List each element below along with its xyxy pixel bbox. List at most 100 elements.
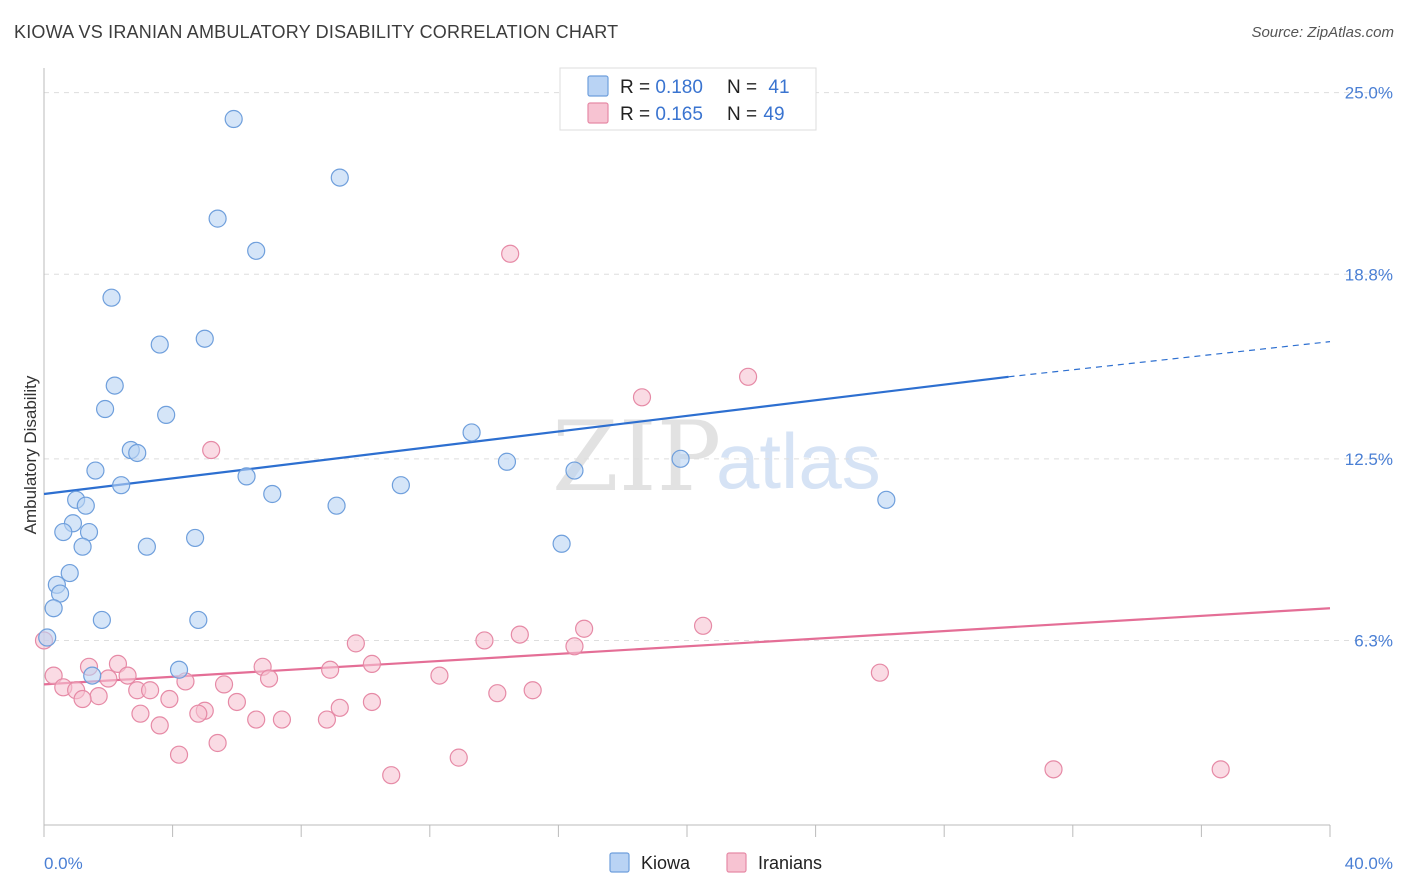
kiowa-trend-extension (1008, 341, 1331, 378)
iranians-points (34, 244, 1230, 785)
kiowa-point (391, 476, 410, 495)
legend-kiowa-r-label: R = (620, 77, 655, 98)
bottom-legend-iranians-swatch (726, 852, 747, 873)
svg-text:R = 0.165: R = 0.165 (620, 104, 703, 125)
legend-iranians-swatch (587, 102, 609, 124)
legend-kiowa-n-label: N = (727, 77, 762, 98)
iranians-point (565, 637, 584, 656)
iranians-point (73, 689, 92, 709)
iranians-point (346, 634, 365, 653)
kiowa-point (102, 288, 121, 307)
kiowa-points (38, 109, 896, 685)
kiowa-point (105, 376, 124, 395)
kiowa-point (128, 443, 147, 463)
iranians-point (89, 687, 108, 706)
bottom-legend-kiowa-swatch (609, 852, 630, 873)
legend-iranians-n-label: N = (727, 104, 762, 125)
kiowa-point (54, 522, 73, 542)
y-axis-label: Ambulatory Disability (21, 375, 40, 534)
iranians-point (870, 663, 890, 682)
iranians-point (131, 704, 150, 723)
kiowa-point (208, 209, 227, 228)
iranians-point (575, 619, 594, 638)
iranians-point (317, 710, 337, 729)
svg-text:N = 49: N = 49 (727, 104, 785, 125)
iranians-point (510, 625, 529, 644)
kiowa-point (877, 490, 896, 509)
iranians-point (475, 631, 494, 650)
source-label: Source: ZipAtlas.com (1251, 24, 1394, 41)
kiowa-point (462, 423, 481, 442)
kiowa-point (497, 452, 517, 471)
iranians-point (189, 704, 208, 723)
iranians-point (501, 244, 520, 263)
kiowa-point (137, 537, 156, 556)
kiowa-point (86, 461, 105, 480)
iranians-point (738, 367, 758, 386)
kiowa-point (552, 534, 571, 553)
legend-iranians-n-value: 49 (763, 104, 784, 125)
legend-kiowa-n-value: 41 (768, 77, 789, 98)
legend-kiowa-swatch (587, 75, 609, 97)
kiowa-point (157, 405, 176, 424)
kiowa-point (73, 537, 92, 556)
y-tick-label: 25.0% (1345, 84, 1393, 103)
iranians-point (140, 681, 160, 700)
kiowa-point (83, 666, 102, 685)
iranians-point (272, 710, 292, 729)
bottom-legend-iranians-label: Iranians (758, 853, 822, 873)
y-tick-label: 18.8% (1345, 265, 1393, 284)
iranians-point (321, 660, 340, 679)
top-legend: R = 0.180 N = 41 R = 0.165 N = 49 (559, 67, 817, 131)
iranians-point (362, 692, 382, 712)
kiowa-point (565, 461, 584, 480)
iranians-point (214, 675, 234, 694)
iranians-point (208, 733, 227, 753)
kiowa-point (189, 610, 208, 630)
y-tick-label: 6.3% (1354, 631, 1393, 650)
x-tick-label-min: 0.0% (44, 854, 83, 873)
iranians-point (150, 716, 169, 735)
kiowa-point (169, 660, 189, 679)
kiowa-point (224, 109, 243, 129)
kiowa-point (92, 610, 111, 630)
y-tick-label: 12.5% (1345, 450, 1393, 469)
kiowa-point (60, 563, 79, 583)
iranians-point (227, 692, 246, 712)
iranians-trend-line (43, 607, 1331, 686)
iranians-point (488, 684, 507, 703)
kiowa-point (195, 329, 214, 348)
kiowa-point (263, 484, 282, 504)
iranians-point (99, 669, 118, 688)
kiowa-point (38, 628, 57, 647)
iranians-point (259, 669, 279, 688)
x-ticks (43, 825, 1331, 837)
kiowa-point (150, 335, 169, 354)
watermark-atlas: atlas (716, 417, 881, 505)
iranians-point (247, 710, 266, 729)
trend-lines (43, 341, 1331, 686)
iranians-point (693, 616, 713, 635)
bottom-legend-kiowa-label: Kiowa (641, 853, 691, 873)
iranians-point (449, 748, 468, 767)
iranians-point (382, 766, 401, 785)
bottom-legend: Kiowa Iranians (609, 852, 822, 873)
kiowa-trend-line (43, 375, 1009, 496)
kiowa-point (330, 168, 349, 187)
kiowa-point (671, 449, 690, 468)
iranians-point (118, 666, 137, 685)
iranians-point (523, 681, 542, 700)
iranians-point (160, 689, 179, 709)
kiowa-point (327, 496, 346, 515)
watermark-zip: ZIP (552, 401, 721, 513)
chart-title: KIOWA VS IRANIAN AMBULATORY DISABILITY C… (14, 22, 619, 42)
legend-iranians-r-value: 0.165 (655, 104, 703, 125)
gridlines (44, 92, 1392, 641)
legend-iranians-r-label: R = (620, 104, 655, 125)
svg-text:R = 0.180: R = 0.180 (620, 77, 703, 98)
iranians-point (330, 698, 349, 717)
iranians-point (1044, 760, 1063, 779)
iranians-point (1211, 760, 1230, 779)
kiowa-point (95, 399, 115, 419)
